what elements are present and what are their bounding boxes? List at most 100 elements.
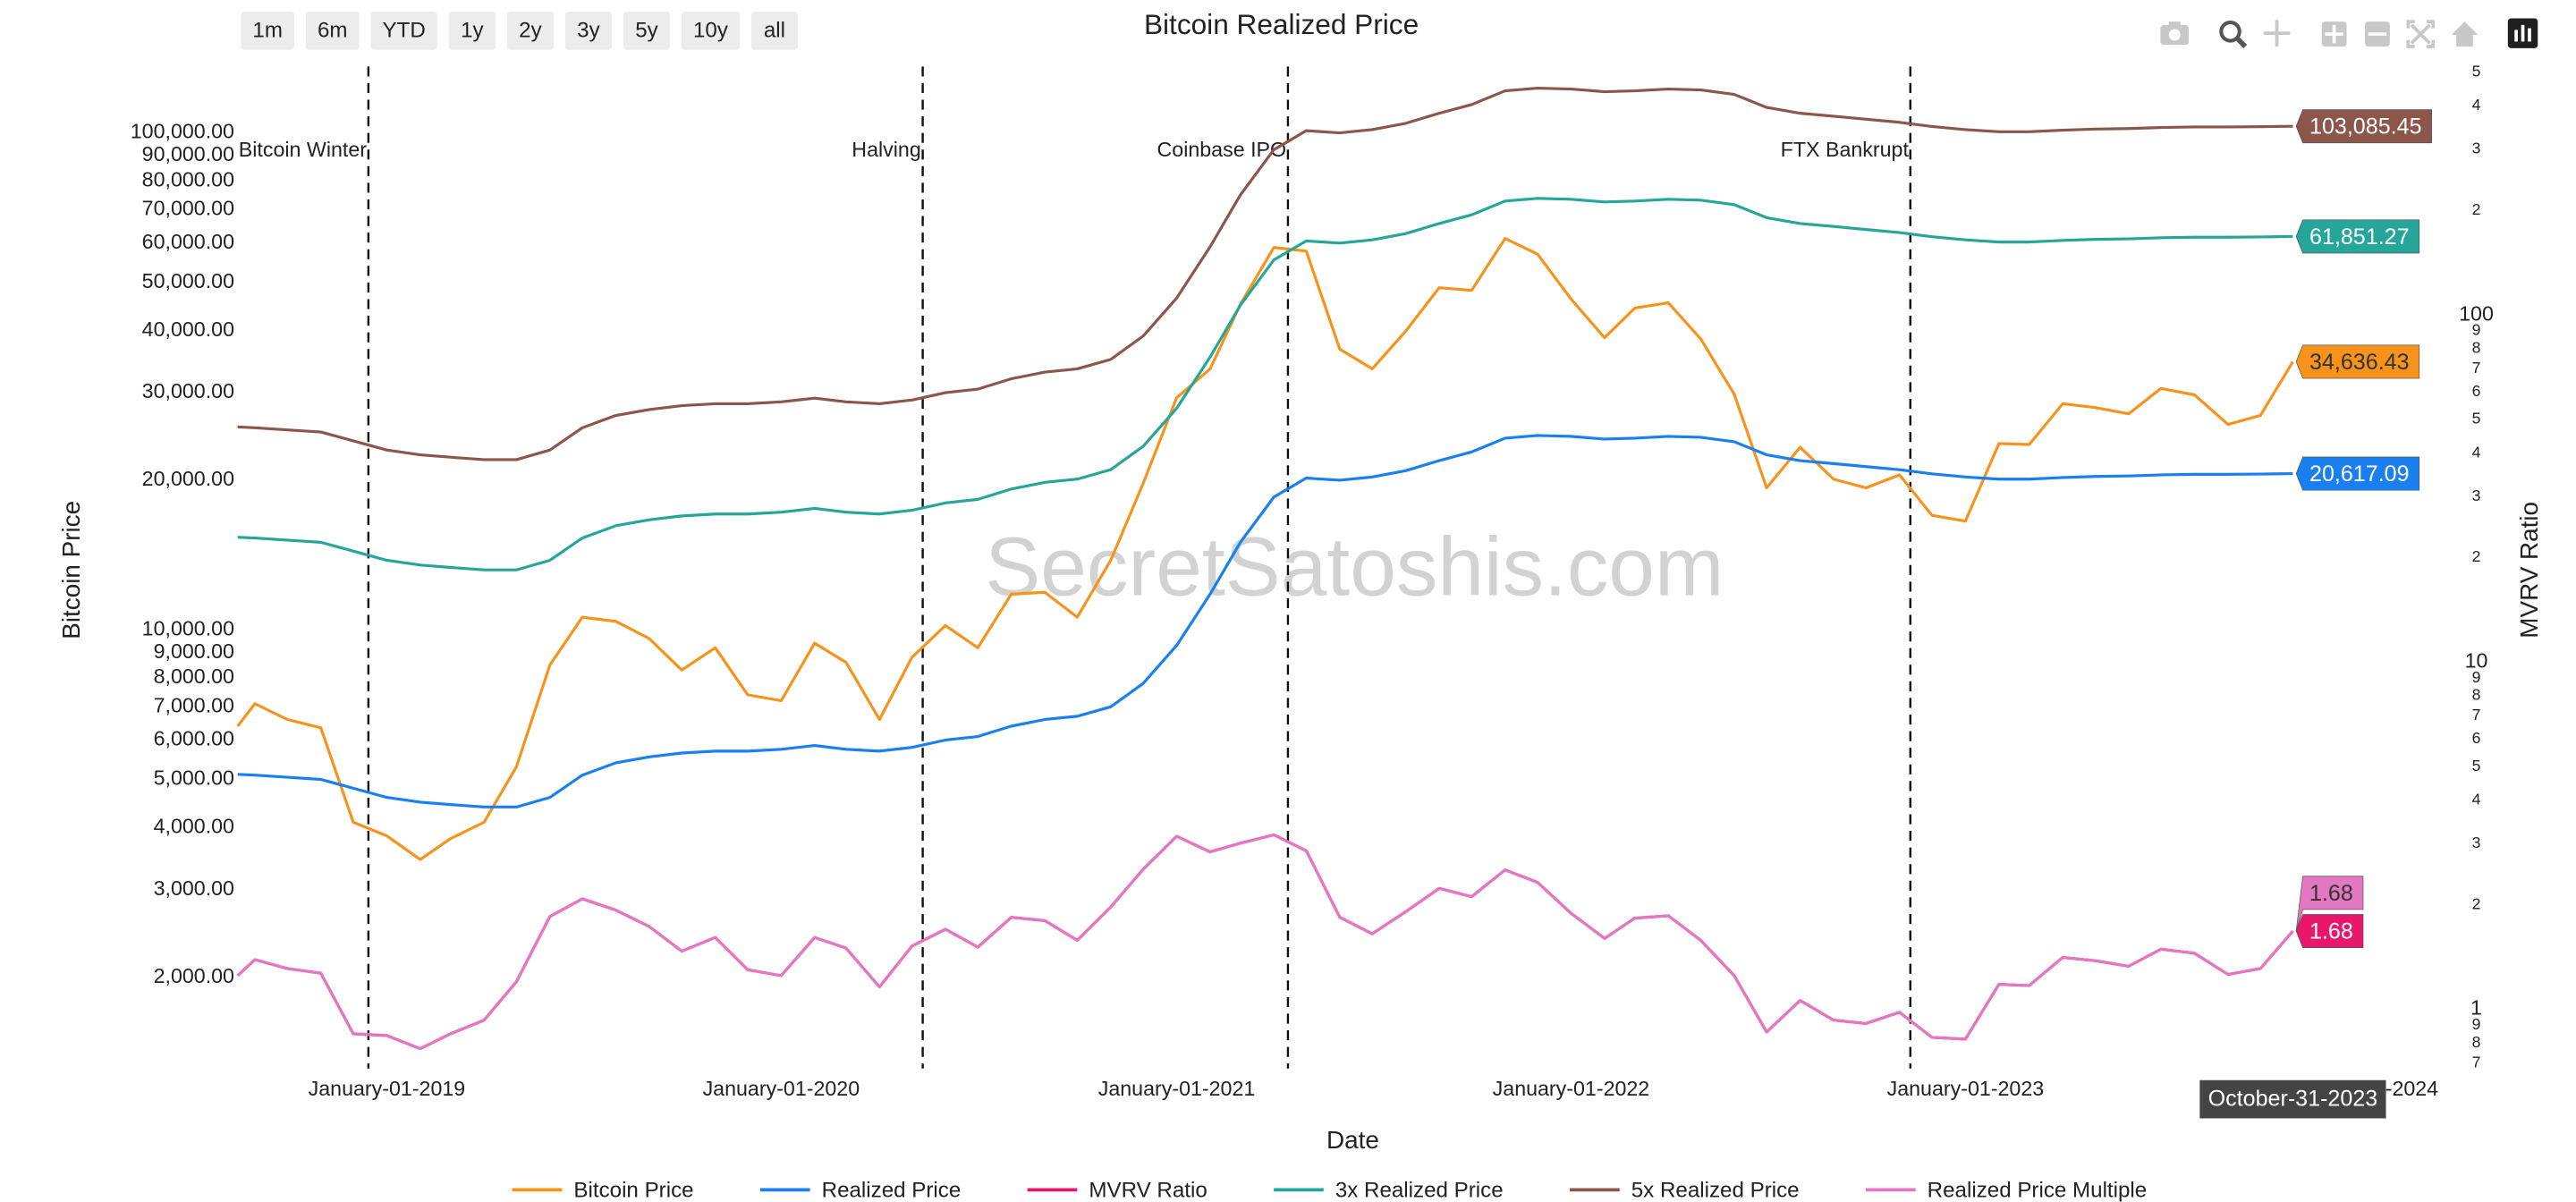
event-label: Bitcoin Winter <box>239 138 367 161</box>
y-tick-label: 2,000.00 <box>154 964 234 987</box>
y2-tick-label: 3 <box>2472 487 2481 504</box>
x-axis-title: Date <box>1326 1126 1379 1154</box>
range-button[interactable]: YTD <box>370 12 437 50</box>
range-button-label[interactable]: 2y <box>519 19 542 43</box>
y2-tick-label: 7 <box>2472 1053 2481 1071</box>
legend-label[interactable]: 5x Realized Price <box>1631 1179 1800 1202</box>
y-tick-label: 50,000.00 <box>142 269 234 292</box>
y2-tick-label: 2 <box>2472 894 2481 912</box>
y2-tick-label: 1 <box>2470 996 2482 1020</box>
range-button-bg[interactable] <box>681 12 740 50</box>
end-label-box <box>2295 876 2364 932</box>
legend-item[interactable]: Bitcoin Price <box>512 1179 694 1202</box>
y2-tick-label: 2 <box>2472 547 2481 565</box>
event-label: Coinbase IPO <box>1157 138 1287 161</box>
range-button-label[interactable]: 3y <box>577 19 600 43</box>
range-button[interactable]: all <box>750 12 798 50</box>
range-button[interactable]: 5y <box>623 12 670 50</box>
end-label-text: 20,617.09 <box>2309 461 2410 487</box>
end-label-text: 1.68 <box>2309 919 2353 944</box>
y2-tick-label: 9 <box>2472 1015 2481 1033</box>
range-button[interactable]: 1y <box>448 12 496 50</box>
zoom-out-button[interactable] <box>2365 21 2390 47</box>
legend-item[interactable]: Realized Price Multiple <box>1865 1179 2148 1202</box>
end-label-box <box>2295 914 2364 948</box>
y-tick-label: 4,000.00 <box>154 814 234 837</box>
zoom-button[interactable] <box>2219 21 2248 48</box>
y2-tick-label: 7 <box>2472 359 2481 377</box>
end-label-text: 103,085.45 <box>2309 114 2422 140</box>
x-tick-label: January-01-2020 <box>703 1077 860 1100</box>
y2-tick-label: 5 <box>2472 410 2481 427</box>
range-button[interactable]: 2y <box>506 12 554 50</box>
y2-tick-label: 4 <box>2472 96 2481 114</box>
range-button-bg[interactable] <box>564 12 612 50</box>
range-button-label[interactable]: 1y <box>461 19 484 43</box>
end-label-box <box>2295 344 2420 379</box>
y-tick-label: 60,000.00 <box>142 230 234 253</box>
hover-label-box <box>2199 1079 2386 1119</box>
y-tick-label: 3,000.00 <box>154 876 234 900</box>
range-button-bg[interactable] <box>305 12 360 50</box>
range-button-label[interactable]: 1m <box>252 19 283 43</box>
range-button[interactable]: 6m <box>305 12 360 50</box>
range-button-label[interactable]: 6m <box>318 19 348 43</box>
y2-tick-label: 4 <box>2472 790 2481 808</box>
range-button-label[interactable]: all <box>764 19 785 43</box>
legend-item[interactable]: 3x Realized Price <box>1274 1179 1504 1202</box>
reset-button[interactable] <box>2451 21 2479 47</box>
y-tick-label: 40,000.00 <box>142 317 234 341</box>
range-button-label[interactable]: 10y <box>693 19 729 43</box>
plotly-logo[interactable] <box>2507 18 2538 48</box>
y-tick-label: 7,000.00 <box>154 693 234 716</box>
y2-tick-label: 8 <box>2472 686 2481 704</box>
range-button-bg[interactable] <box>750 12 798 50</box>
y2-tick-label: 5 <box>2472 63 2481 80</box>
legend-item[interactable]: 5x Realized Price <box>1570 1179 1800 1202</box>
event-label: Halving <box>852 138 920 161</box>
range-button-label[interactable]: YTD <box>383 19 426 43</box>
hover-label: October-31-2023 <box>2199 1079 2386 1119</box>
end-label: 1.68 <box>2295 876 2364 932</box>
legend-label[interactable]: 3x Realized Price <box>1335 1179 1504 1202</box>
y-tick-label: 6,000.00 <box>154 727 234 750</box>
range-button-bg[interactable] <box>448 12 496 50</box>
legend-item[interactable]: MVRV Ratio <box>1027 1179 1208 1202</box>
legend-label[interactable]: Realized Price Multiple <box>1928 1179 2148 1202</box>
camera-button[interactable] <box>2160 21 2190 46</box>
range-button[interactable]: 10y <box>681 12 740 50</box>
range-button-bg[interactable] <box>370 12 437 50</box>
y2-tick-label: 6 <box>2472 382 2481 400</box>
y-tick-label: 20,000.00 <box>142 467 234 490</box>
legend-label[interactable]: MVRV Ratio <box>1089 1179 1207 1202</box>
x-tick-label: January-01-2021 <box>1098 1077 1256 1100</box>
y-tick-label: 30,000.00 <box>142 379 234 402</box>
y-tick-label: 100,000.00 <box>131 120 234 143</box>
y-tick-label: 90,000.00 <box>142 142 234 165</box>
range-button-label[interactable]: 5y <box>635 19 658 43</box>
range-button-bg[interactable] <box>623 12 670 50</box>
end-label-text: 61,851.27 <box>2309 224 2410 250</box>
y-tick-label: 70,000.00 <box>142 197 234 220</box>
zoom-in-button[interactable] <box>2321 21 2347 47</box>
event-label: FTX Bankrupt <box>1781 138 1910 161</box>
y2-tick-label: 8 <box>2472 1033 2481 1051</box>
series-line <box>236 833 2294 1051</box>
series-line <box>237 434 2293 808</box>
series-line <box>237 86 2293 461</box>
y2-tick-label: 8 <box>2472 338 2481 356</box>
end-label-text: 34,636.43 <box>2309 350 2410 375</box>
legend-label[interactable]: Realized Price <box>822 1179 962 1202</box>
x-tick-label: January-01-2019 <box>309 1077 466 1100</box>
legend-label[interactable]: Bitcoin Price <box>573 1179 693 1202</box>
range-button[interactable]: 3y <box>564 12 612 50</box>
pan-button[interactable] <box>2263 20 2291 47</box>
legend-item[interactable]: Realized Price <box>759 1179 962 1202</box>
y-tick-label: 9,000.00 <box>154 639 234 663</box>
autoscale-button[interactable] <box>2406 20 2436 48</box>
range-button-bg[interactable] <box>506 12 554 50</box>
range-button-bg[interactable] <box>241 12 294 50</box>
range-button[interactable]: 1m <box>241 12 294 50</box>
x-tick-label: January-01-2023 <box>1887 1077 2045 1100</box>
